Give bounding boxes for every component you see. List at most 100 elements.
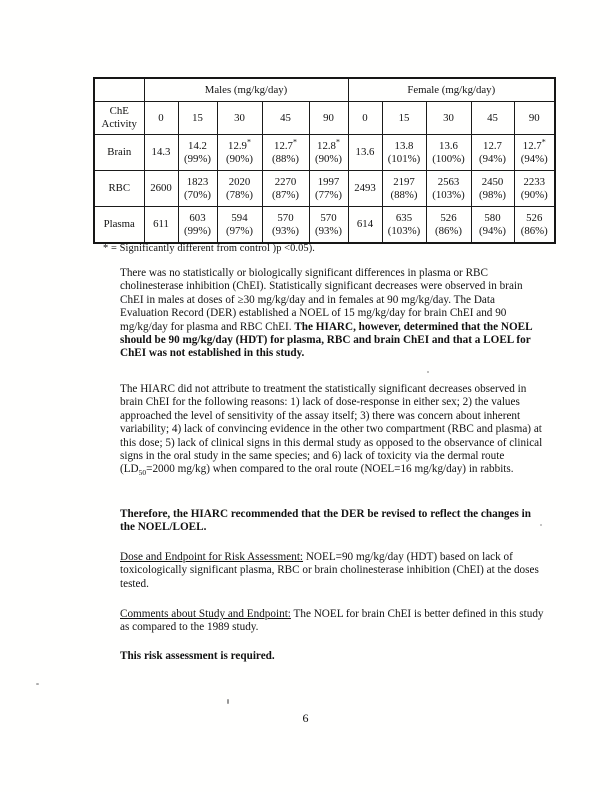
text-segment: The HIARC did not attribute to treatment… [120,383,543,476]
dose-column-header: 0 [143,101,179,135]
table-group-header-0: Males (mg/kg/day) [143,77,349,102]
cell-value: 570 [320,211,337,224]
cell-percent: (88%) [272,152,299,165]
cell-value: 2450 [481,175,504,188]
table-cell: 13.6 [347,134,383,171]
table-header: Males (mg/kg/day) Female (mg/kg/day) ChE … [93,77,556,135]
row-label: Plasma [93,206,145,244]
cell-value: 1823 [186,175,209,188]
cell-value: 12.7 [483,139,502,152]
table-row-brain: Brain 14.3 14.2 (99%) 12.9* (90%) 12.7* (88%) 12… [93,134,556,171]
cell-percent: (90%) [226,152,253,165]
significance-asterisk: * [292,136,297,146]
text-segment: =2000 mg/kg) when compared to the oral r… [146,463,514,476]
cell-value: 12.7 [274,139,293,152]
text-segment: Dose and Endpoint for Risk Assessment: [120,551,304,563]
para-5: Comments about Study and Endpoint: The N… [120,608,544,635]
table-row-plasma: Plasma 611 603 (99%) 594 (97%) 570 (93%) 570 (93%… [93,206,556,244]
table-cell: 570 (93%) [261,206,310,244]
para-4: Dose and Endpoint for Risk Assessment: N… [120,551,544,591]
dose-column-header: 30 [425,101,472,135]
cell-value: 2197 [393,175,415,188]
scan-artifact [427,371,429,373]
cell-percent: (78%) [226,188,253,201]
table-cell: 2563 (103%) [425,170,472,207]
table-cell: 14.2 (99%) [177,134,218,171]
significance-asterisk: * [541,136,546,146]
cell-percent: (86%) [520,224,548,237]
cell-value: 2270 [274,175,297,188]
cell-value: 13.8 [394,139,414,152]
text-segment: NOEL=90 mg/kg/day (HDT) based on lack of… [120,551,539,590]
dose-column-header: 30 [216,101,263,135]
cell-value: 2493 [354,182,376,195]
cell-value: 580 [484,211,501,224]
cell-percent: (86%) [435,224,462,237]
table-cell: 2450 (98%) [470,170,515,207]
table-cell: 13.8 (101%) [381,134,427,171]
cell-percent: (99%) [184,152,211,165]
table-cell: 526 (86%) [425,206,472,244]
cell-percent: (93%) [272,224,299,237]
table-cell: 2020 (78%) [216,170,263,207]
table-dose-row: ChE Activity 0 15 30 45 90 0 15 30 45 90 [93,101,556,135]
table-cell: 2493 [347,170,383,207]
dose-column-header: 45 [470,101,515,135]
cell-percent: (94%) [479,224,506,237]
cell-percent: (88%) [390,188,418,201]
cell-percent: (87%) [272,188,299,201]
para-6: This risk assessment is required. [120,650,544,663]
cell-percent: (90%) [315,152,342,165]
para-3: Therefore, the HIARC recommended that th… [120,508,544,535]
cell-percent: (101%) [387,152,421,165]
table-cell: 570 (93%) [308,206,349,244]
cell-value: 13.6 [355,146,375,159]
cell-percent: (77%) [315,188,342,201]
significance-asterisk: * [246,136,251,146]
dose-column-header: 15 [381,101,427,135]
table-cell: 635 (103%) [381,206,427,244]
dose-column-header: 15 [177,101,218,135]
dose-column-header: 45 [261,101,310,135]
cell-value: 526 [440,211,457,224]
cell-value: 1997 [317,175,340,188]
cell-value: 570 [277,211,294,224]
table-cell: 526 (86%) [513,206,556,244]
table-cell: 2197 (88%) [381,170,427,207]
dose-column-header: 90 [308,101,349,135]
cell-percent: (93%) [315,224,342,237]
table-footnote: * = Significantly different from control… [103,243,315,254]
row-label: RBC [93,170,145,207]
table-cell: 2600 [143,170,179,207]
text-segment: 50 [138,468,147,478]
table-row-rbc: RBC 2600 1823 (70%) 2020 (78%) 2270 (87%) 1997 (7… [93,170,556,207]
cell-percent: (94%) [520,152,548,165]
dose-column-header: 90 [513,101,556,135]
table-body: Brain 14.3 14.2 (99%) 12.9* (90%) 12.7* (88%) 12… [93,134,556,244]
text-segment: Comments about Study and Endpoint: [120,608,291,620]
cell-percent: (97%) [226,224,253,237]
table-cell: 580 (94%) [470,206,515,244]
cell-value: 13.6 [439,139,458,152]
text-segment: The HIARC, however, determined that the … [120,320,532,360]
cell-value: 14.2 [188,139,207,152]
cell-percent: (90%) [520,188,548,201]
cell-value: 14.3 [151,146,171,159]
cell-value: 603 [189,211,206,224]
table-cell: 2233 (90%) [513,170,556,207]
table-cell: 2270 (87%) [261,170,310,207]
scan-artifact [227,699,229,704]
text-segment: The NOEL for brain ChEI is better define… [120,608,544,634]
text-segment: There was no statistically or biological… [120,267,523,333]
che-activity-table: Males (mg/kg/day) Female (mg/kg/day) ChE … [93,77,556,244]
table-cell: 12.8* (90%) [308,134,349,171]
cell-percent: (94%) [479,152,506,165]
table-cell: 594 (97%) [216,206,263,244]
table-cell: 12.7 (94%) [470,134,515,171]
cell-value: 594 [231,211,248,224]
cell-value: 2600 [150,182,172,195]
cell-percent: (100%) [432,152,465,165]
significance-asterisk: * [335,136,340,146]
cell-value: 2233 [523,175,546,188]
